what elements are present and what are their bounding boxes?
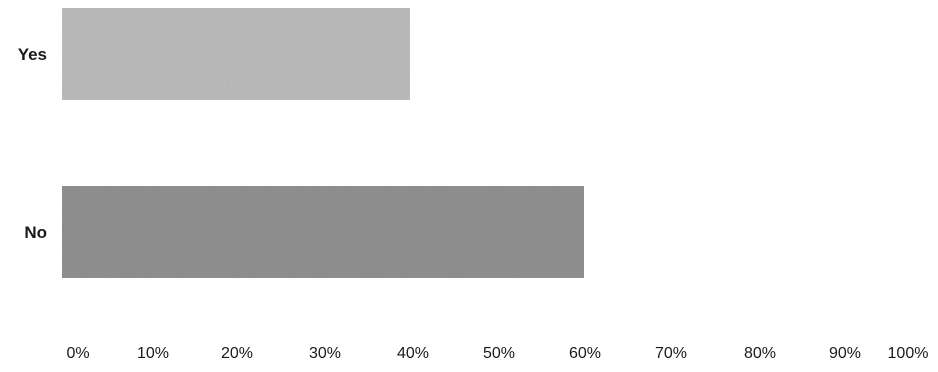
x-tick-label: 80% <box>744 345 776 362</box>
x-tick-label: 100% <box>888 345 929 362</box>
bar-yes <box>62 8 410 100</box>
category-labels: Yes No <box>18 45 47 242</box>
bars <box>62 8 584 278</box>
x-tick-label: 20% <box>221 345 253 362</box>
x-axis-tick-labels: 0% 10% 20% 30% 40% 50% 60% 70% 80% 90% 100% <box>66 345 928 362</box>
category-label-no: No <box>24 223 47 242</box>
bar-no <box>62 186 584 278</box>
x-tick-label: 60% <box>569 345 601 362</box>
x-tick-label: 50% <box>483 345 515 362</box>
x-tick-label: 40% <box>397 345 429 362</box>
category-label-yes: Yes <box>18 45 47 64</box>
x-tick-label: 30% <box>309 345 341 362</box>
x-tick-label: 70% <box>655 345 687 362</box>
x-tick-label: 90% <box>829 345 861 362</box>
x-tick-label: 0% <box>66 345 89 362</box>
x-tick-label: 10% <box>137 345 169 362</box>
